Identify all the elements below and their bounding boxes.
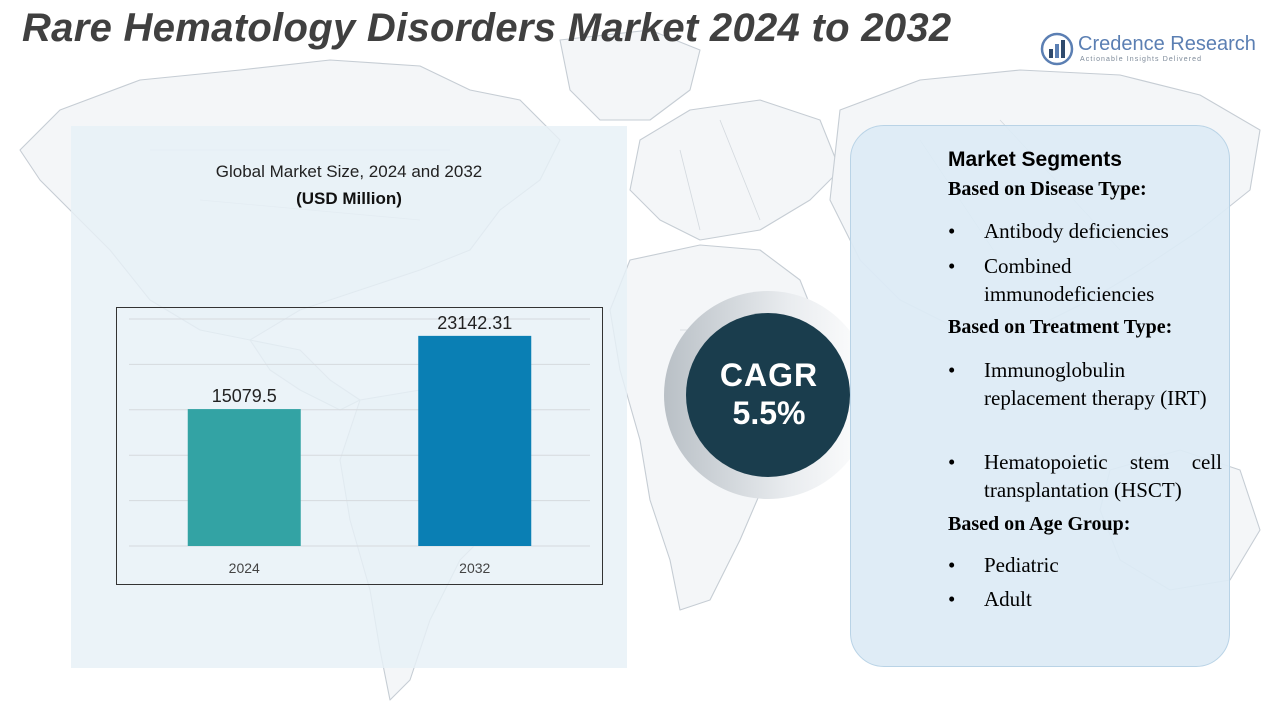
chart-subtitle: (USD Million)	[296, 189, 402, 208]
list-item: • Antibody deficiencies	[948, 217, 1222, 245]
x-tick-label-2024: 2024	[229, 560, 260, 576]
segment-group-disease-type: Based on Disease Type:	[948, 178, 1147, 200]
market-size-panel: Global Market Size, 2024 and 2032 (USD M…	[71, 126, 627, 668]
list-item: • Combined immunodeficiencies	[948, 252, 1222, 308]
bullet-icon: •	[948, 450, 956, 474]
bullet-icon: •	[948, 358, 956, 382]
segment-item-text: Combined immunodeficiencies	[984, 254, 1155, 306]
segment-group-treatment-type: Based on Treatment Type:	[948, 316, 1173, 338]
page-title: Rare Hematology Disorders Market 2024 to…	[22, 6, 952, 50]
list-item: • Hematopoietic stem cell transplantatio…	[948, 448, 1222, 504]
greenland-shape	[559, 29, 701, 121]
segment-item-text: Immunoglobulin replacement therapy (IRT)	[984, 358, 1207, 410]
segment-group-age-group: Based on Age Group:	[948, 513, 1131, 535]
bar-chart-logo-icon	[1040, 32, 1074, 66]
x-tick-label-2032: 2032	[459, 560, 490, 576]
market-size-bar-chart: 15079.5 2024 23142.31 2032	[116, 307, 603, 585]
list-item: • Immunoglobulin replacement therapy (IR…	[948, 356, 1222, 412]
chart-title: Global Market Size, 2024 and 2032	[215, 162, 483, 181]
bullet-icon: •	[948, 254, 956, 278]
data-label-2032: 23142.31	[437, 313, 512, 333]
bullet-icon: •	[948, 219, 956, 243]
cagr-ring	[664, 291, 860, 499]
segment-item-text: Pediatric	[984, 553, 1059, 577]
cagr-badge: CAGR 5.5%	[687, 312, 851, 476]
segments-heading: Market Segments	[948, 148, 1122, 171]
data-label-2024: 15079.5	[212, 386, 277, 406]
logo-name: Credence Research	[1078, 33, 1256, 55]
segment-item-text: Antibody deficiencies	[984, 219, 1169, 243]
list-item: • Adult	[948, 585, 1222, 613]
bar-2024	[187, 409, 301, 546]
bullet-icon: •	[948, 587, 956, 611]
cagr-label: CAGR	[719, 357, 819, 393]
europe-shape	[629, 99, 841, 241]
list-item: • Pediatric	[948, 551, 1222, 579]
logo-tagline: Actionable Insights Delivered	[1080, 56, 1203, 63]
segment-item-text: Adult	[984, 587, 1032, 611]
credence-research-logo[interactable]: Credence Research Actionable Insights De…	[1040, 30, 1256, 70]
cagr-circle	[686, 313, 850, 477]
bullet-icon: •	[948, 553, 956, 577]
bar-2032	[418, 335, 532, 546]
segment-item-text: Hematopoietic stem cell transplantation …	[984, 450, 1222, 502]
chart-frame	[116, 307, 603, 585]
market-segments-panel: Market Segments Based on Disease Type: •…	[850, 125, 1230, 667]
cagr-value: 5.5%	[732, 395, 806, 431]
